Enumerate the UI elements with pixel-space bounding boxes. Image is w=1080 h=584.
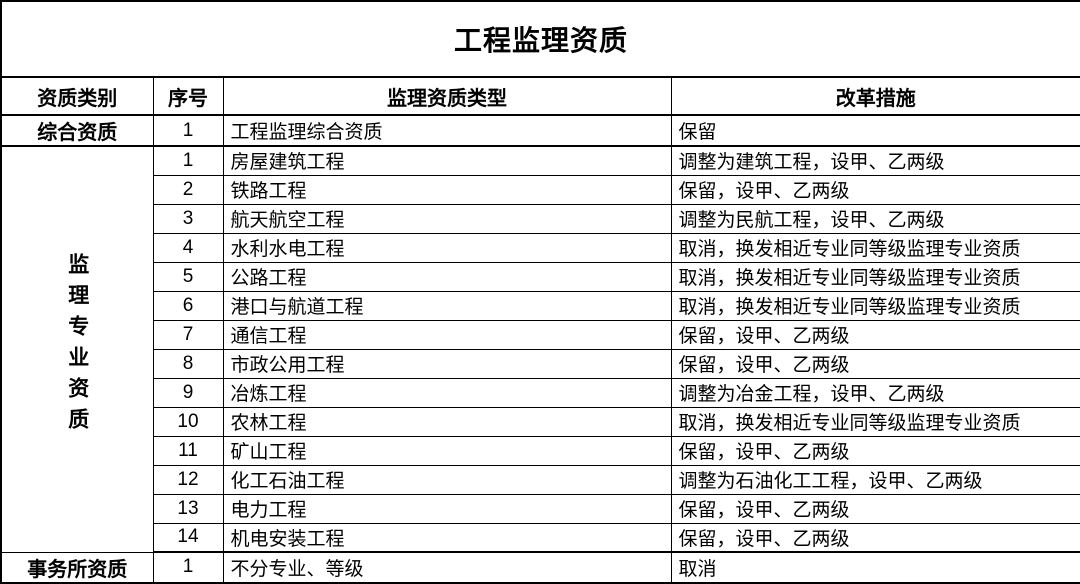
qualification-type: 铁路工程 xyxy=(222,174,672,205)
qualification-type: 水利水电工程 xyxy=(222,232,672,263)
category-cell-comprehensive: 综合资质 xyxy=(0,114,154,147)
qualification-type: 农林工程 xyxy=(222,406,672,437)
reform-measure: 调整为民航工程，设甲、乙两级 xyxy=(670,203,1080,234)
table-row: 11 矿山工程 保留，设甲、乙两级 xyxy=(1,435,1080,466)
reform-measure: 保留，设甲、乙两级 xyxy=(670,348,1080,379)
qualification-type: 市政公用工程 xyxy=(222,348,672,379)
qualification-type: 化工石油工程 xyxy=(222,464,672,495)
reform-measure: 取消，换发相近专业同等级监理专业资质 xyxy=(670,261,1080,292)
reform-measure: 保留，设甲、乙两级 xyxy=(670,522,1080,553)
row-number: 4 xyxy=(152,232,224,263)
qualification-type: 矿山工程 xyxy=(222,435,672,466)
table-row: 监理专业资质 1 房屋建筑工程 调整为建筑工程，设甲、乙两级 xyxy=(0,145,1080,553)
page-title: 工程监理资质 xyxy=(454,25,629,56)
table-header-row: 资质类别 序号 监理资质类型 改革措施 xyxy=(0,76,1080,116)
row-number: 12 xyxy=(152,464,224,495)
title-row: 工程监理资质 xyxy=(0,0,1080,78)
category-cell-specialty: 监理专业资质 xyxy=(0,145,154,553)
table-row: 事务所资质 1 不分专业、等级 取消 xyxy=(0,551,1080,583)
table-row: 14 机电安装工程 保留，设甲、乙两级 xyxy=(1,522,1080,553)
table-row: 5 公路工程 取消，换发相近专业同等级监理专业资质 xyxy=(1,261,1080,292)
row-number: 14 xyxy=(152,522,224,553)
reform-measure: 调整为冶金工程，设甲、乙两级 xyxy=(670,377,1080,408)
qualification-type: 工程监理综合资质 xyxy=(222,114,672,147)
column-header-category: 资质类别 xyxy=(0,76,154,116)
row-number: 1 xyxy=(152,551,224,583)
title-cell: 工程监理资质 xyxy=(0,0,1080,78)
table-row: 8 市政公用工程 保留，设甲、乙两级 xyxy=(1,348,1080,379)
qualification-type: 冶炼工程 xyxy=(222,377,672,408)
reform-measure: 调整为建筑工程，设甲、乙两级 xyxy=(670,145,1080,176)
qualification-type: 机电安装工程 xyxy=(222,522,672,553)
row-number: 7 xyxy=(152,319,224,350)
row-number: 1 xyxy=(152,145,224,176)
reform-measure: 保留 xyxy=(670,114,1080,147)
row-number: 8 xyxy=(152,348,224,379)
vertical-category-label: 监理专业资质 xyxy=(65,253,89,440)
table-row: 2 铁路工程 保留，设甲、乙两级 xyxy=(1,174,1080,205)
table-row: 12 化工石油工程 调整为石油化工工程，设甲、乙两级 xyxy=(1,464,1080,495)
reform-measure: 保留，设甲、乙两级 xyxy=(670,493,1080,524)
column-header-number: 序号 xyxy=(152,76,224,116)
reform-measure: 保留，设甲、乙两级 xyxy=(670,174,1080,205)
row-number: 13 xyxy=(152,493,224,524)
reform-measure: 取消，换发相近专业同等级监理专业资质 xyxy=(670,406,1080,437)
row-number: 6 xyxy=(152,290,224,321)
row-number: 11 xyxy=(152,435,224,466)
row-number: 3 xyxy=(152,203,224,234)
table-row: 10 农林工程 取消，换发相近专业同等级监理专业资质 xyxy=(1,406,1080,437)
qualification-type: 航天航空工程 xyxy=(222,203,672,234)
table-row: 13 电力工程 保留，设甲、乙两级 xyxy=(1,493,1080,524)
category-cell-firm: 事务所资质 xyxy=(0,551,154,583)
qualification-type: 通信工程 xyxy=(222,319,672,350)
table-row: 3 航天航空工程 调整为民航工程，设甲、乙两级 xyxy=(1,203,1080,234)
table-row: 4 水利水电工程 取消，换发相近专业同等级监理专业资质 xyxy=(1,232,1080,263)
reform-measure: 调整为石油化工工程，设甲、乙两级 xyxy=(670,464,1080,495)
row-number: 10 xyxy=(152,406,224,437)
reform-measure: 取消 xyxy=(670,551,1080,583)
qualification-type: 港口与航道工程 xyxy=(222,290,672,321)
column-header-measure: 改革措施 xyxy=(670,76,1080,116)
qualification-type: 房屋建筑工程 xyxy=(222,145,672,176)
table-row: 9 冶炼工程 调整为冶金工程，设甲、乙两级 xyxy=(1,377,1080,408)
reform-measure: 保留，设甲、乙两级 xyxy=(670,435,1080,466)
row-number: 9 xyxy=(152,377,224,408)
table-row: 7 通信工程 保留，设甲、乙两级 xyxy=(1,319,1080,350)
reform-measure: 保留，设甲、乙两级 xyxy=(670,319,1080,350)
table-row: 综合资质 1 工程监理综合资质 保留 xyxy=(0,114,1080,147)
row-number: 2 xyxy=(152,174,224,205)
row-number: 1 xyxy=(152,114,224,147)
reform-measure: 取消，换发相近专业同等级监理专业资质 xyxy=(670,290,1080,321)
table-row: 6 港口与航道工程 取消，换发相近专业同等级监理专业资质 xyxy=(1,290,1080,321)
column-header-type: 监理资质类型 xyxy=(222,76,672,116)
qualification-type: 不分专业、等级 xyxy=(222,551,672,583)
qualification-type: 电力工程 xyxy=(222,493,672,524)
qualification-type: 公路工程 xyxy=(222,261,672,292)
row-number: 5 xyxy=(152,261,224,292)
reform-measure: 取消，换发相近专业同等级监理专业资质 xyxy=(670,232,1080,263)
